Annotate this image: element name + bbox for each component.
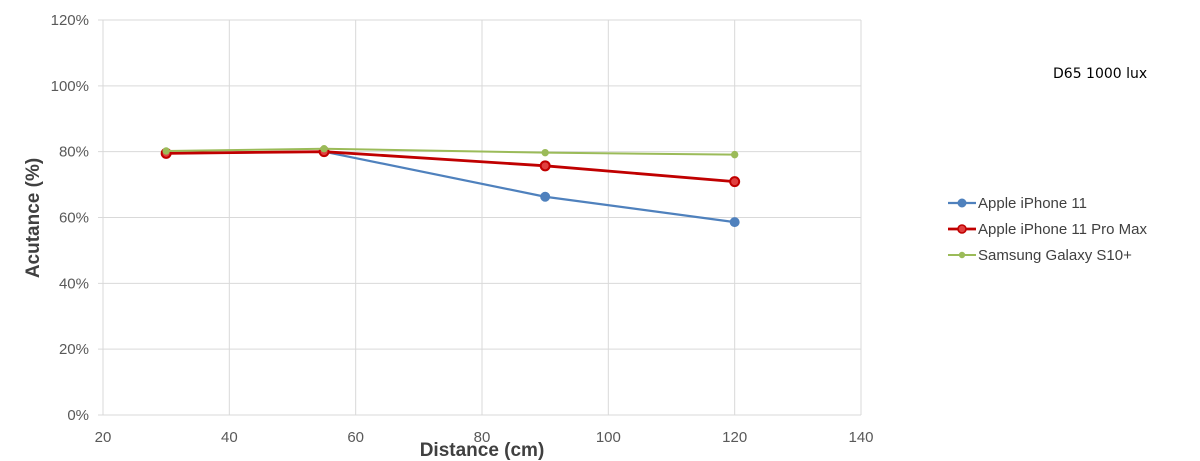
legend-line-marker-icon bbox=[948, 198, 976, 208]
data-point-marker bbox=[541, 148, 549, 157]
x-tick-label: 140 bbox=[848, 429, 873, 446]
data-point-marker bbox=[540, 191, 551, 202]
chart-annotation: D65 1000 lux bbox=[1053, 66, 1148, 82]
x-tick-label: 60 bbox=[347, 429, 364, 446]
series-samsung-galaxy-s10- bbox=[162, 145, 739, 159]
data-point-marker bbox=[162, 147, 170, 155]
data-point-marker bbox=[729, 217, 740, 228]
legend-label: Apple iPhone 11 bbox=[978, 194, 1087, 212]
legend-line-marker-icon bbox=[948, 251, 976, 259]
axes: 20 40 60 80 100 120 140 0% 20% 40% 60% 80% 100% 120% bbox=[51, 12, 874, 446]
x-tick-label: 120 bbox=[722, 429, 747, 446]
data-point-marker bbox=[729, 176, 741, 188]
legend-item: Samsung Galaxy S10+ bbox=[948, 242, 1147, 268]
y-tick-label: 120% bbox=[51, 12, 89, 29]
data-point-marker bbox=[320, 145, 328, 153]
y-tick-label: 100% bbox=[51, 78, 89, 95]
data-point-marker bbox=[730, 150, 739, 159]
x-tick-label: 100 bbox=[596, 429, 621, 446]
y-tick-label: 80% bbox=[59, 144, 89, 161]
legend-line-marker-icon bbox=[948, 224, 976, 234]
x-tick-label: 80 bbox=[474, 429, 491, 446]
y-tick-label: 20% bbox=[59, 341, 89, 358]
legend: Apple iPhone 11 Apple iPhone 11 Pro Max Sa… bbox=[948, 190, 1147, 268]
legend-item: Apple iPhone 11 Pro Max bbox=[948, 216, 1147, 242]
legend-label: Samsung Galaxy S10+ bbox=[978, 246, 1132, 264]
grid-lines bbox=[98, 19, 862, 416]
y-tick-label: 60% bbox=[59, 210, 89, 227]
legend-item: Apple iPhone 11 bbox=[948, 190, 1147, 216]
series-lines bbox=[160, 145, 741, 228]
y-tick-label: 0% bbox=[67, 407, 89, 424]
legend-label: Apple iPhone 11 Pro Max bbox=[978, 220, 1147, 238]
y-tick-label: 40% bbox=[59, 275, 89, 292]
x-tick-label: 20 bbox=[95, 429, 112, 446]
data-point-marker bbox=[539, 160, 551, 172]
x-tick-label: 40 bbox=[221, 429, 238, 446]
y-axis-title: Acutance (%) bbox=[23, 158, 44, 278]
x-axis-title: Distance (cm) bbox=[420, 440, 545, 461]
